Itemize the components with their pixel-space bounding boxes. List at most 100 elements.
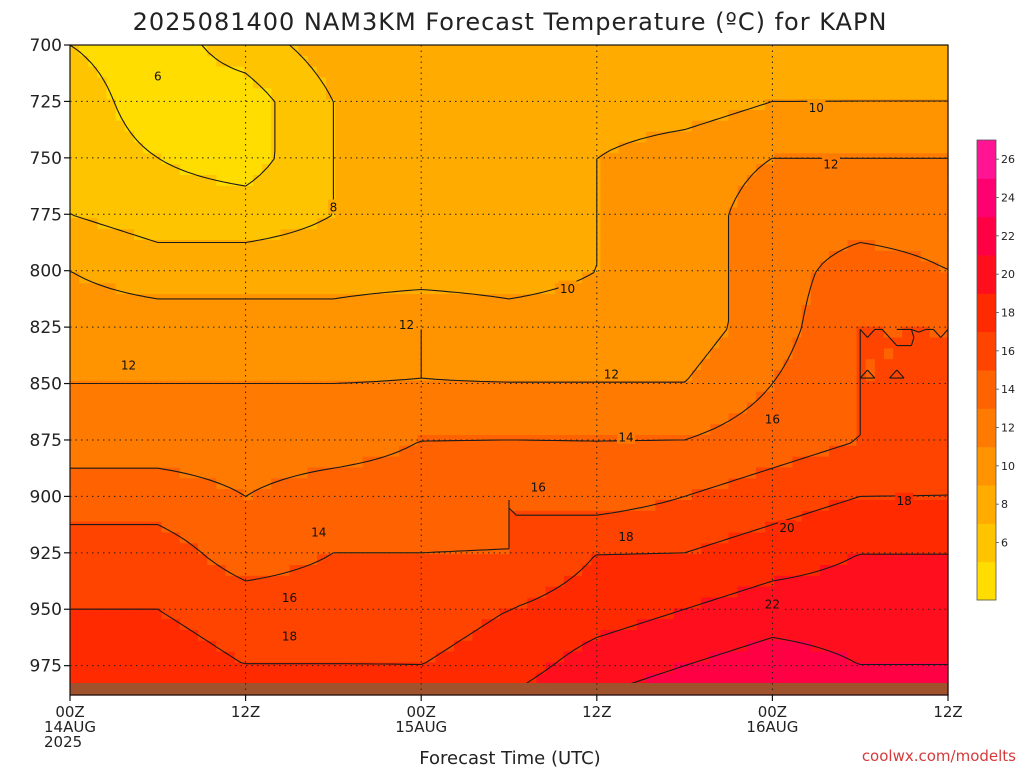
temperature-cell — [390, 337, 400, 349]
temperature-cell — [417, 99, 428, 111]
temperature-cell — [399, 532, 409, 544]
temperature-cell — [673, 261, 684, 274]
temperature-cell — [79, 424, 89, 436]
temperature-cell — [499, 391, 510, 404]
temperature-cell — [755, 359, 766, 371]
temperature-cell — [509, 110, 519, 122]
temperature-cell — [627, 294, 638, 306]
temperature-cell — [673, 402, 684, 414]
temperature-cell — [124, 261, 135, 274]
temperature-cell — [380, 272, 391, 284]
temperature-cell — [929, 66, 940, 79]
temperature-cell — [847, 597, 858, 609]
temperature-cell — [701, 294, 711, 306]
temperature-cell — [646, 229, 656, 241]
temperature-cell — [710, 478, 720, 490]
temperature-cell — [728, 586, 739, 599]
temperature-cell — [810, 196, 821, 209]
temperature-cell — [97, 467, 108, 479]
temperature-cell — [417, 575, 428, 588]
temperature-cell — [335, 272, 345, 284]
temperature-cell — [399, 120, 409, 133]
temperature-cell — [79, 456, 89, 469]
temperature-cell — [810, 597, 821, 609]
temperature-cell — [874, 586, 885, 599]
temperature-cell — [865, 207, 876, 219]
temperature-cell — [609, 467, 620, 479]
temperature-cell — [673, 305, 684, 317]
temperature-cell — [216, 435, 227, 447]
temperature-cell — [79, 467, 89, 479]
temperature-cell — [262, 120, 272, 133]
temperature-cell — [810, 391, 821, 404]
temperature-cell — [792, 456, 803, 469]
temperature-cell — [143, 575, 153, 588]
temperature-cell — [161, 261, 172, 274]
temperature-cell — [810, 575, 821, 588]
temperature-cell — [234, 99, 245, 111]
temperature-cell — [188, 272, 199, 284]
temperature-cell — [371, 66, 382, 79]
temperature-cell — [88, 456, 99, 469]
temperature-cell — [783, 88, 794, 100]
temperature-cell — [847, 315, 858, 328]
temperature-cell — [545, 315, 556, 328]
temperature-cell — [243, 586, 254, 599]
temperature-cell — [70, 66, 80, 79]
temperature-cell — [838, 565, 848, 577]
temperature-cell — [618, 153, 629, 165]
temperature-cell — [883, 272, 894, 284]
temperature-cell — [316, 575, 327, 588]
temperature-cell — [243, 456, 254, 469]
temperature-cell — [444, 532, 455, 544]
temperature-cell — [499, 424, 510, 436]
temperature-cell — [710, 131, 720, 144]
temperature-cell — [79, 88, 89, 100]
temperature-cell — [728, 240, 739, 252]
temperature-cell — [435, 250, 446, 263]
temperature-cell — [737, 66, 748, 79]
temperature-cell — [883, 467, 894, 479]
temperature-cell — [170, 272, 181, 284]
temperature-cell — [847, 229, 858, 241]
temperature-cell — [646, 510, 656, 523]
temperature-cell — [380, 402, 391, 414]
temperature-cell — [911, 435, 922, 447]
temperature-cell — [298, 99, 309, 111]
temperature-cell — [682, 272, 693, 284]
temperature-cell — [143, 229, 153, 241]
temperature-cell — [188, 337, 199, 349]
temperature-cell — [618, 305, 629, 317]
temperature-cell — [627, 66, 638, 79]
temperature-cell — [865, 337, 876, 349]
temperature-cell — [728, 391, 739, 404]
temperature-cell — [326, 597, 336, 609]
temperature-cell — [380, 413, 391, 425]
temperature-cell — [609, 565, 620, 577]
temperature-cell — [225, 45, 236, 57]
temperature-cell — [911, 77, 922, 89]
temperature-cell — [637, 250, 647, 263]
temperature-cell — [664, 131, 675, 144]
temperature-cell — [920, 99, 931, 111]
temperature-cell — [454, 142, 464, 154]
temperature-cell — [115, 240, 126, 252]
temperature-cell — [874, 359, 885, 371]
temperature-cell — [801, 45, 812, 57]
temperature-cell — [591, 272, 602, 284]
temperature-cell — [691, 77, 702, 89]
temperature-cell — [143, 370, 153, 382]
temperature-cell — [207, 402, 217, 414]
temperature-cell — [600, 229, 611, 241]
temperature-cell — [307, 55, 318, 68]
temperature-cell — [856, 456, 867, 469]
temperature-cell — [454, 77, 464, 89]
temperature-cell — [902, 554, 913, 566]
temperature-cell — [134, 348, 144, 360]
temperature-cell — [353, 435, 364, 447]
temperature-cell — [152, 456, 163, 469]
temperature-cell — [637, 532, 647, 544]
temperature-cell — [673, 532, 684, 544]
temperature-cell — [207, 543, 217, 555]
temperature-cell — [582, 510, 592, 523]
